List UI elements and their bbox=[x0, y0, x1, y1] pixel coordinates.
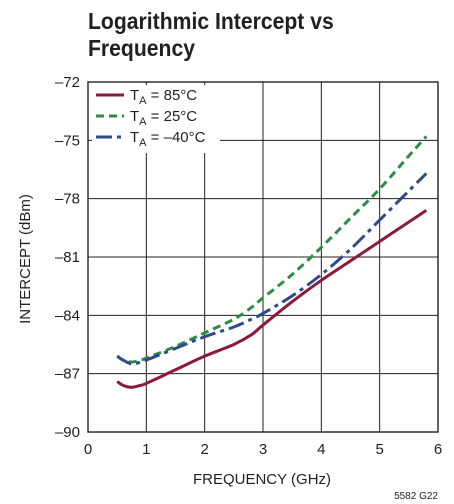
y-axis-label: INTERCEPT (dBm) bbox=[17, 194, 34, 324]
y-tick-label-3: –81 bbox=[55, 249, 80, 266]
chart-title: Logarithmic Intercept vs Frequency bbox=[88, 8, 401, 62]
x-tick-label-6: 6 bbox=[434, 441, 442, 458]
x-tick-label-3: 3 bbox=[259, 441, 267, 458]
legend-label-1: TA = 25°C bbox=[130, 108, 197, 128]
plot-frame bbox=[87, 81, 439, 433]
figure-code: 5582 G22 bbox=[394, 491, 438, 502]
x-tick-label-5: 5 bbox=[375, 441, 383, 458]
legend: TA = 85°CTA = 25°CTA = –40°C bbox=[92, 85, 220, 153]
legend-label-2: TA = –40°C bbox=[130, 129, 206, 149]
y-tick-label-2: –78 bbox=[55, 191, 80, 208]
x-tick-label-1: 1 bbox=[142, 441, 150, 458]
legend-label-0: TA = 85°C bbox=[130, 87, 197, 107]
series-line-0 bbox=[116, 209, 428, 389]
chart-title-line-2: Frequency bbox=[88, 35, 196, 61]
y-tick-label-5: –87 bbox=[55, 366, 80, 383]
y-tick-label-1: –75 bbox=[55, 132, 80, 149]
x-tick-label-2: 2 bbox=[200, 441, 208, 458]
series-layer bbox=[116, 135, 428, 389]
x-tick-label-0: 0 bbox=[84, 441, 92, 458]
series-line-1 bbox=[116, 135, 428, 364]
chart-title-line-1: Logarithmic Intercept vs bbox=[88, 8, 334, 34]
y-tick-label-4: –84 bbox=[55, 307, 80, 324]
y-tick-label-0: –72 bbox=[55, 74, 80, 91]
x-tick-label-4: 4 bbox=[317, 441, 325, 458]
labels-layer: FREQUENCY (GHz) INTERCEPT (dBm) 5582 G22 bbox=[17, 194, 438, 502]
series-line-2 bbox=[116, 172, 428, 366]
y-tick-label-6: –90 bbox=[55, 424, 80, 441]
x-axis-label: FREQUENCY (GHz) bbox=[193, 471, 331, 488]
axis-layer: 0 1 2 3 4 5 6 –72 –75 –78 –81 –84 –87 –90 bbox=[55, 74, 442, 458]
